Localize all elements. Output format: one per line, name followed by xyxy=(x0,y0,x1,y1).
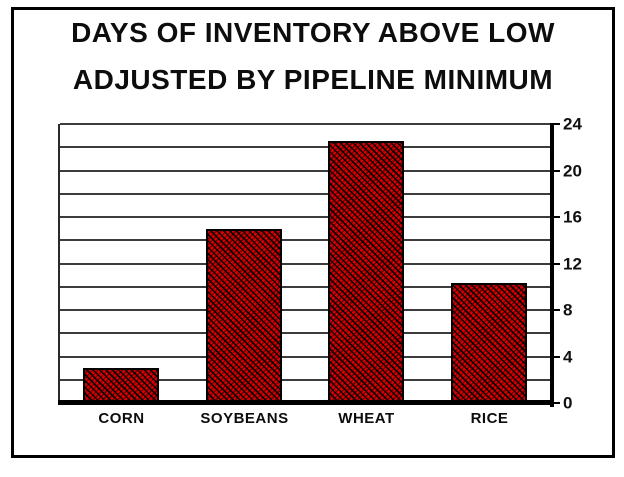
y-axis-tick xyxy=(554,309,560,311)
gridline xyxy=(60,192,550,195)
gridline xyxy=(60,355,550,358)
y-axis-tick-label: 24 xyxy=(563,114,582,134)
bar-corn xyxy=(83,368,159,403)
category-label-wheat: WHEAT xyxy=(338,410,395,427)
y-axis-tick-label: 12 xyxy=(563,254,582,273)
chart-frame: DAYS OF INVENTORY ABOVE LOW ADJUSTED BY … xyxy=(11,7,615,458)
category-label-soybeans: SOYBEANS xyxy=(200,410,289,427)
bar-rice xyxy=(451,283,527,403)
y-axis-tick-label: 4 xyxy=(563,347,573,366)
gridline xyxy=(60,239,550,242)
gridline xyxy=(60,146,550,149)
category-label-rice: RICE xyxy=(470,410,509,427)
gridline xyxy=(60,285,550,288)
y-axis-tick xyxy=(554,262,560,265)
y-axis-tick xyxy=(554,169,560,172)
gridline xyxy=(60,169,550,172)
y-axis-tick xyxy=(554,123,560,125)
gridline xyxy=(60,378,550,381)
y-axis-tick-label: 0 xyxy=(563,393,573,413)
gridline xyxy=(60,123,550,125)
y-axis-tick xyxy=(554,216,560,218)
y-axis-tick xyxy=(554,402,560,404)
x-axis-baseline xyxy=(58,400,554,405)
y-axis-tick xyxy=(554,355,560,358)
gridline xyxy=(60,332,550,335)
category-label-corn: CORN xyxy=(98,410,145,427)
chart-title-line-1: DAYS OF INVENTORY ABOVE LOW xyxy=(71,17,555,48)
plot-area: 0 4 8 12 16 20 24 CORN SOYBEANS WHEAT RICE xyxy=(58,116,582,427)
bar-wheat xyxy=(328,141,404,403)
y-axis-line xyxy=(550,123,554,407)
gridline xyxy=(60,309,550,311)
y-axis-tick-label: 8 xyxy=(563,300,573,320)
gridline xyxy=(60,262,550,265)
y-axis-tick-label: 16 xyxy=(563,207,582,227)
chart-title-line-2: ADJUSTED BY PIPELINE MINIMUM xyxy=(72,64,554,95)
gridline xyxy=(60,216,550,218)
bar-soybeans xyxy=(206,229,282,403)
y-axis-tick-label: 20 xyxy=(563,161,582,180)
